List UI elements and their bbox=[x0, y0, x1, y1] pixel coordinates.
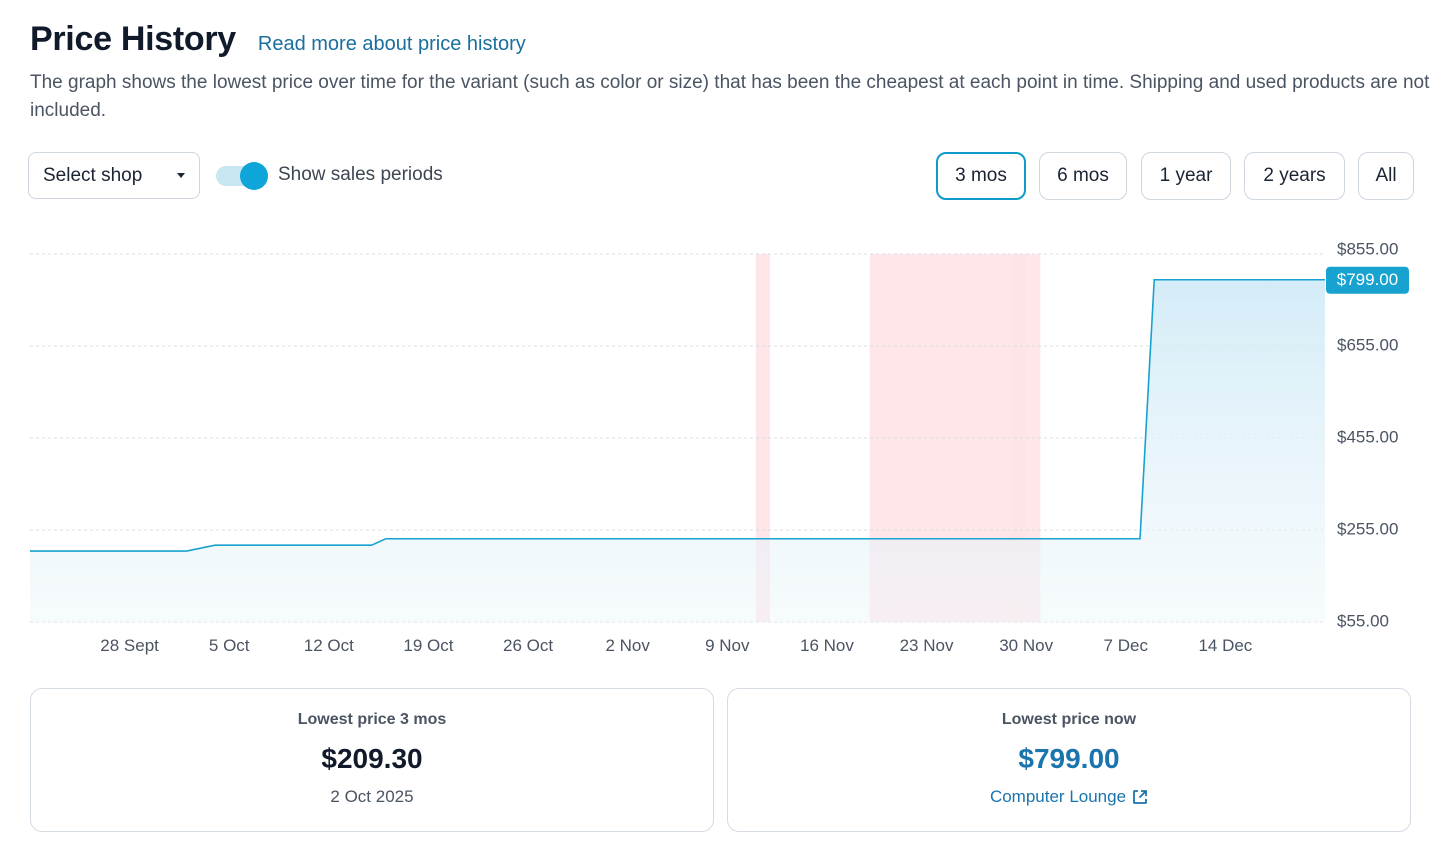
toggle-knob bbox=[240, 162, 268, 190]
shop-select-dropdown[interactable]: Select shop bbox=[28, 152, 200, 199]
lowest-price-card: Lowest price 3 mos $209.30 2 Oct 2025 bbox=[30, 688, 714, 832]
caret-down-icon bbox=[177, 173, 185, 178]
x-tick-label: 14 Dec bbox=[1198, 636, 1252, 655]
page-title: Price History bbox=[30, 20, 236, 58]
range-button-all[interactable]: All bbox=[1358, 152, 1414, 200]
current-price-value: $799.00 bbox=[1018, 743, 1120, 774]
read-more-link[interactable]: Read more about price history bbox=[257, 33, 526, 55]
price-area bbox=[30, 279, 1325, 622]
shop-select-label: Select shop bbox=[43, 164, 143, 186]
y-tick-label: $255.00 bbox=[1337, 519, 1398, 538]
x-tick-label: 16 Nov bbox=[800, 636, 854, 655]
y-tick-label: $455.00 bbox=[1337, 427, 1398, 446]
x-tick-label: 2 Nov bbox=[605, 636, 650, 655]
y-tick-label: $55.00 bbox=[1337, 611, 1389, 630]
price-chart: $855.00 $655.00 $455.00 $255.00 $55.00 28 Sep… bbox=[0, 230, 1456, 670]
price-chart-svg: $855.00 $655.00 $455.00 $255.00 $55.00 28 Sep… bbox=[30, 239, 1409, 655]
range-button-1-year[interactable]: 1 year bbox=[1141, 152, 1231, 200]
x-tick-label: 7 Dec bbox=[1104, 636, 1149, 655]
y-tick-label: $855.00 bbox=[1337, 239, 1398, 258]
shop-link-label: Computer Lounge bbox=[989, 787, 1127, 806]
range-button-2-years[interactable]: 2 years bbox=[1244, 152, 1345, 200]
description: The graph shows the lowest price over ti… bbox=[30, 72, 1430, 121]
chart-controls: Select shop Show sales periods 3 mos 6 m… bbox=[28, 152, 1414, 200]
x-tick-label: 30 Nov bbox=[999, 636, 1053, 655]
lowest-price-label: Lowest price 3 mos bbox=[297, 711, 447, 728]
current-price-label: Lowest price now bbox=[1001, 711, 1137, 728]
x-tick-label: 9 Nov bbox=[705, 636, 750, 655]
price-history-header: Price History Read more about price hist… bbox=[30, 20, 1430, 125]
lowest-price-value: $209.30 bbox=[321, 743, 423, 774]
range-button-3-mos[interactable]: 3 mos bbox=[936, 152, 1026, 200]
sales-periods-label: Show sales periods bbox=[278, 164, 443, 185]
price-line bbox=[30, 278, 1325, 552]
x-tick-label: 23 Nov bbox=[900, 636, 954, 655]
x-tick-label: 19 Oct bbox=[403, 636, 453, 655]
x-tick-label: 28 Sept bbox=[100, 636, 159, 655]
x-tick-label: 12 Oct bbox=[304, 636, 354, 655]
current-price-badge-label: $799.00 bbox=[1337, 270, 1398, 289]
current-price-card: Lowest price now $799.00 Computer Lounge bbox=[727, 688, 1411, 832]
lowest-price-date: 2 Oct 2025 bbox=[330, 787, 414, 806]
shop-link[interactable]: Computer Lounge bbox=[728, 787, 1410, 807]
sales-periods-toggle[interactable] bbox=[216, 162, 268, 190]
current-price-badge bbox=[1326, 266, 1409, 294]
external-link-icon bbox=[1133, 790, 1147, 804]
y-tick-label: $655.00 bbox=[1337, 335, 1398, 354]
x-tick-label: 5 Oct bbox=[209, 636, 250, 655]
x-tick-label: 26 Oct bbox=[503, 636, 553, 655]
range-button-6-mos[interactable]: 6 mos bbox=[1039, 152, 1127, 200]
